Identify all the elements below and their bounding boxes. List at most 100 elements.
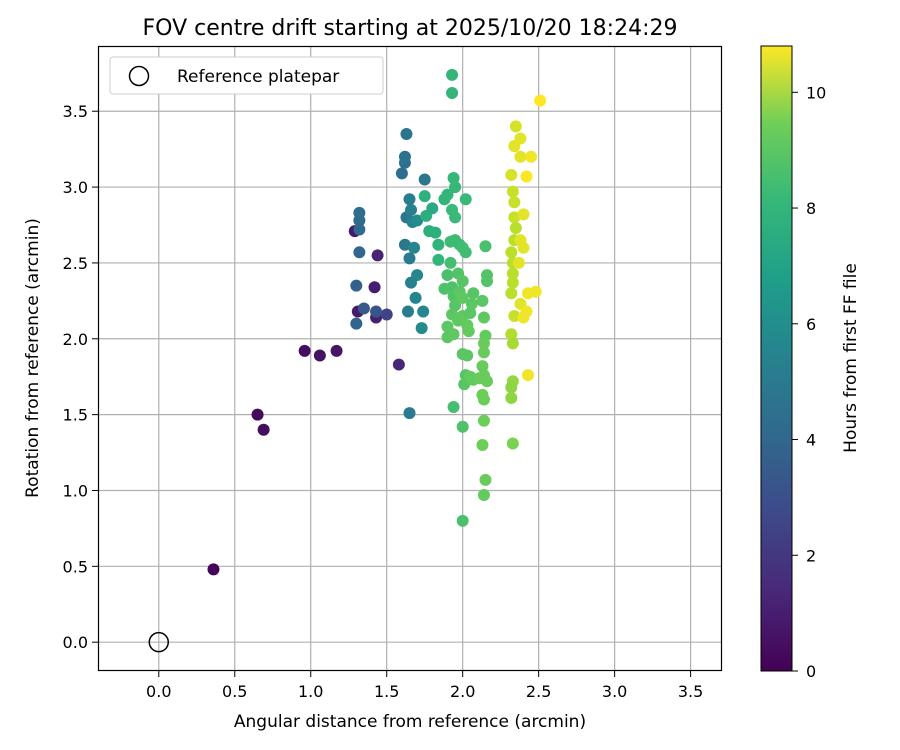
data-point [444, 256, 457, 269]
data-point [392, 358, 405, 371]
data-point [449, 181, 462, 194]
data-point [449, 211, 462, 224]
data-point [508, 211, 521, 224]
data-point [418, 190, 431, 203]
data-point [520, 170, 533, 183]
colorbar-tick-label: 0 [806, 662, 816, 681]
x-tick-label: 1.5 [374, 682, 399, 701]
data-point [512, 256, 525, 269]
data-point [459, 193, 472, 206]
data-point [446, 68, 459, 81]
data-point [506, 276, 519, 289]
data-point [418, 173, 431, 186]
reference-marker [148, 631, 170, 653]
colorbar-gradient [760, 45, 793, 672]
data-point [257, 423, 270, 436]
data-point [411, 214, 424, 227]
data-point [408, 241, 421, 254]
x-axis-label: Angular distance from reference (arcmin) [234, 712, 586, 732]
data-point [426, 202, 439, 215]
data-point [357, 302, 370, 315]
y-tick-label: 0.5 [63, 557, 88, 576]
data-point [429, 226, 442, 239]
data-point [477, 489, 490, 502]
data-point [479, 473, 492, 486]
data-point [432, 238, 445, 251]
data-point [380, 308, 393, 321]
data-point [476, 294, 489, 307]
data-point [353, 223, 366, 236]
x-tick-label: 0.0 [146, 682, 171, 701]
data-point [398, 238, 411, 251]
colorbar-tick-label: 6 [806, 315, 816, 334]
data-point [480, 275, 493, 288]
data-point [411, 269, 424, 282]
data-point [461, 349, 474, 362]
data-point [522, 369, 535, 382]
data-point [405, 203, 418, 216]
data-point [464, 306, 477, 319]
data-point [447, 328, 460, 341]
colorbar-tick-label: 8 [806, 199, 816, 218]
data-point [477, 311, 490, 324]
y-tick-label: 1.0 [63, 481, 88, 500]
data-point [517, 241, 530, 254]
y-tick-label: 3.5 [63, 102, 88, 121]
data-point [298, 344, 311, 357]
data-point [509, 222, 522, 235]
data-point [505, 328, 518, 341]
data-point [525, 150, 538, 163]
y-tick-label: 1.5 [63, 406, 88, 425]
data-point [409, 291, 422, 304]
data-point [509, 120, 522, 133]
data-point [447, 171, 460, 184]
data-point [476, 360, 489, 373]
data-point [477, 414, 490, 427]
data-point [506, 185, 519, 198]
data-point [447, 401, 460, 414]
legend-label: Reference platepar [177, 67, 339, 87]
y-axis-label: Rotation from reference (arcmin) [23, 218, 43, 498]
data-point [479, 240, 492, 253]
data-point [441, 269, 454, 282]
colorbar-label: Hours from first FF file [841, 263, 861, 453]
data-point [476, 438, 489, 451]
data-point [350, 279, 363, 292]
x-tick-label: 3.0 [602, 682, 627, 701]
data-point [462, 325, 475, 338]
data-point [403, 193, 416, 206]
data-point [401, 305, 414, 318]
data-point [506, 267, 519, 280]
legend: Reference platepar [109, 56, 384, 95]
x-tick-label: 3.5 [678, 682, 703, 701]
data-point [403, 407, 416, 420]
data-point [395, 167, 408, 180]
data-point [456, 275, 469, 288]
data-point [520, 305, 533, 318]
plot-frame [97, 45, 723, 672]
y-tick-label: 2.5 [63, 254, 88, 273]
data-point [473, 372, 486, 385]
x-tick-label: 1.0 [298, 682, 323, 701]
data-point [251, 408, 264, 421]
data-point [353, 246, 366, 259]
x-tick-label: 0.5 [222, 682, 247, 701]
data-point [456, 514, 469, 527]
data-point [517, 208, 530, 221]
grid-lines [98, 46, 721, 671]
data-point [505, 391, 518, 404]
colorbar-tick-label: 10 [806, 83, 826, 102]
data-point [446, 87, 459, 100]
data-point [207, 563, 220, 576]
x-axis-ticks: 0.0 0.5 1.0 1.5 2.0 2.5 3.0 3.5 [146, 671, 703, 701]
data-point [432, 253, 445, 266]
data-point [456, 291, 469, 304]
data-point [441, 188, 454, 201]
colorbar-tick-label: 2 [806, 546, 816, 565]
data-point [505, 381, 518, 394]
colorbar: 0 2 4 6 8 10 Hours from first FF file [760, 45, 861, 681]
data-point [313, 349, 326, 362]
y-axis-ticks: 0.0 0.5 1.0 1.5 2.0 2.5 3.0 3.5 [63, 102, 98, 652]
data-point [403, 252, 416, 265]
